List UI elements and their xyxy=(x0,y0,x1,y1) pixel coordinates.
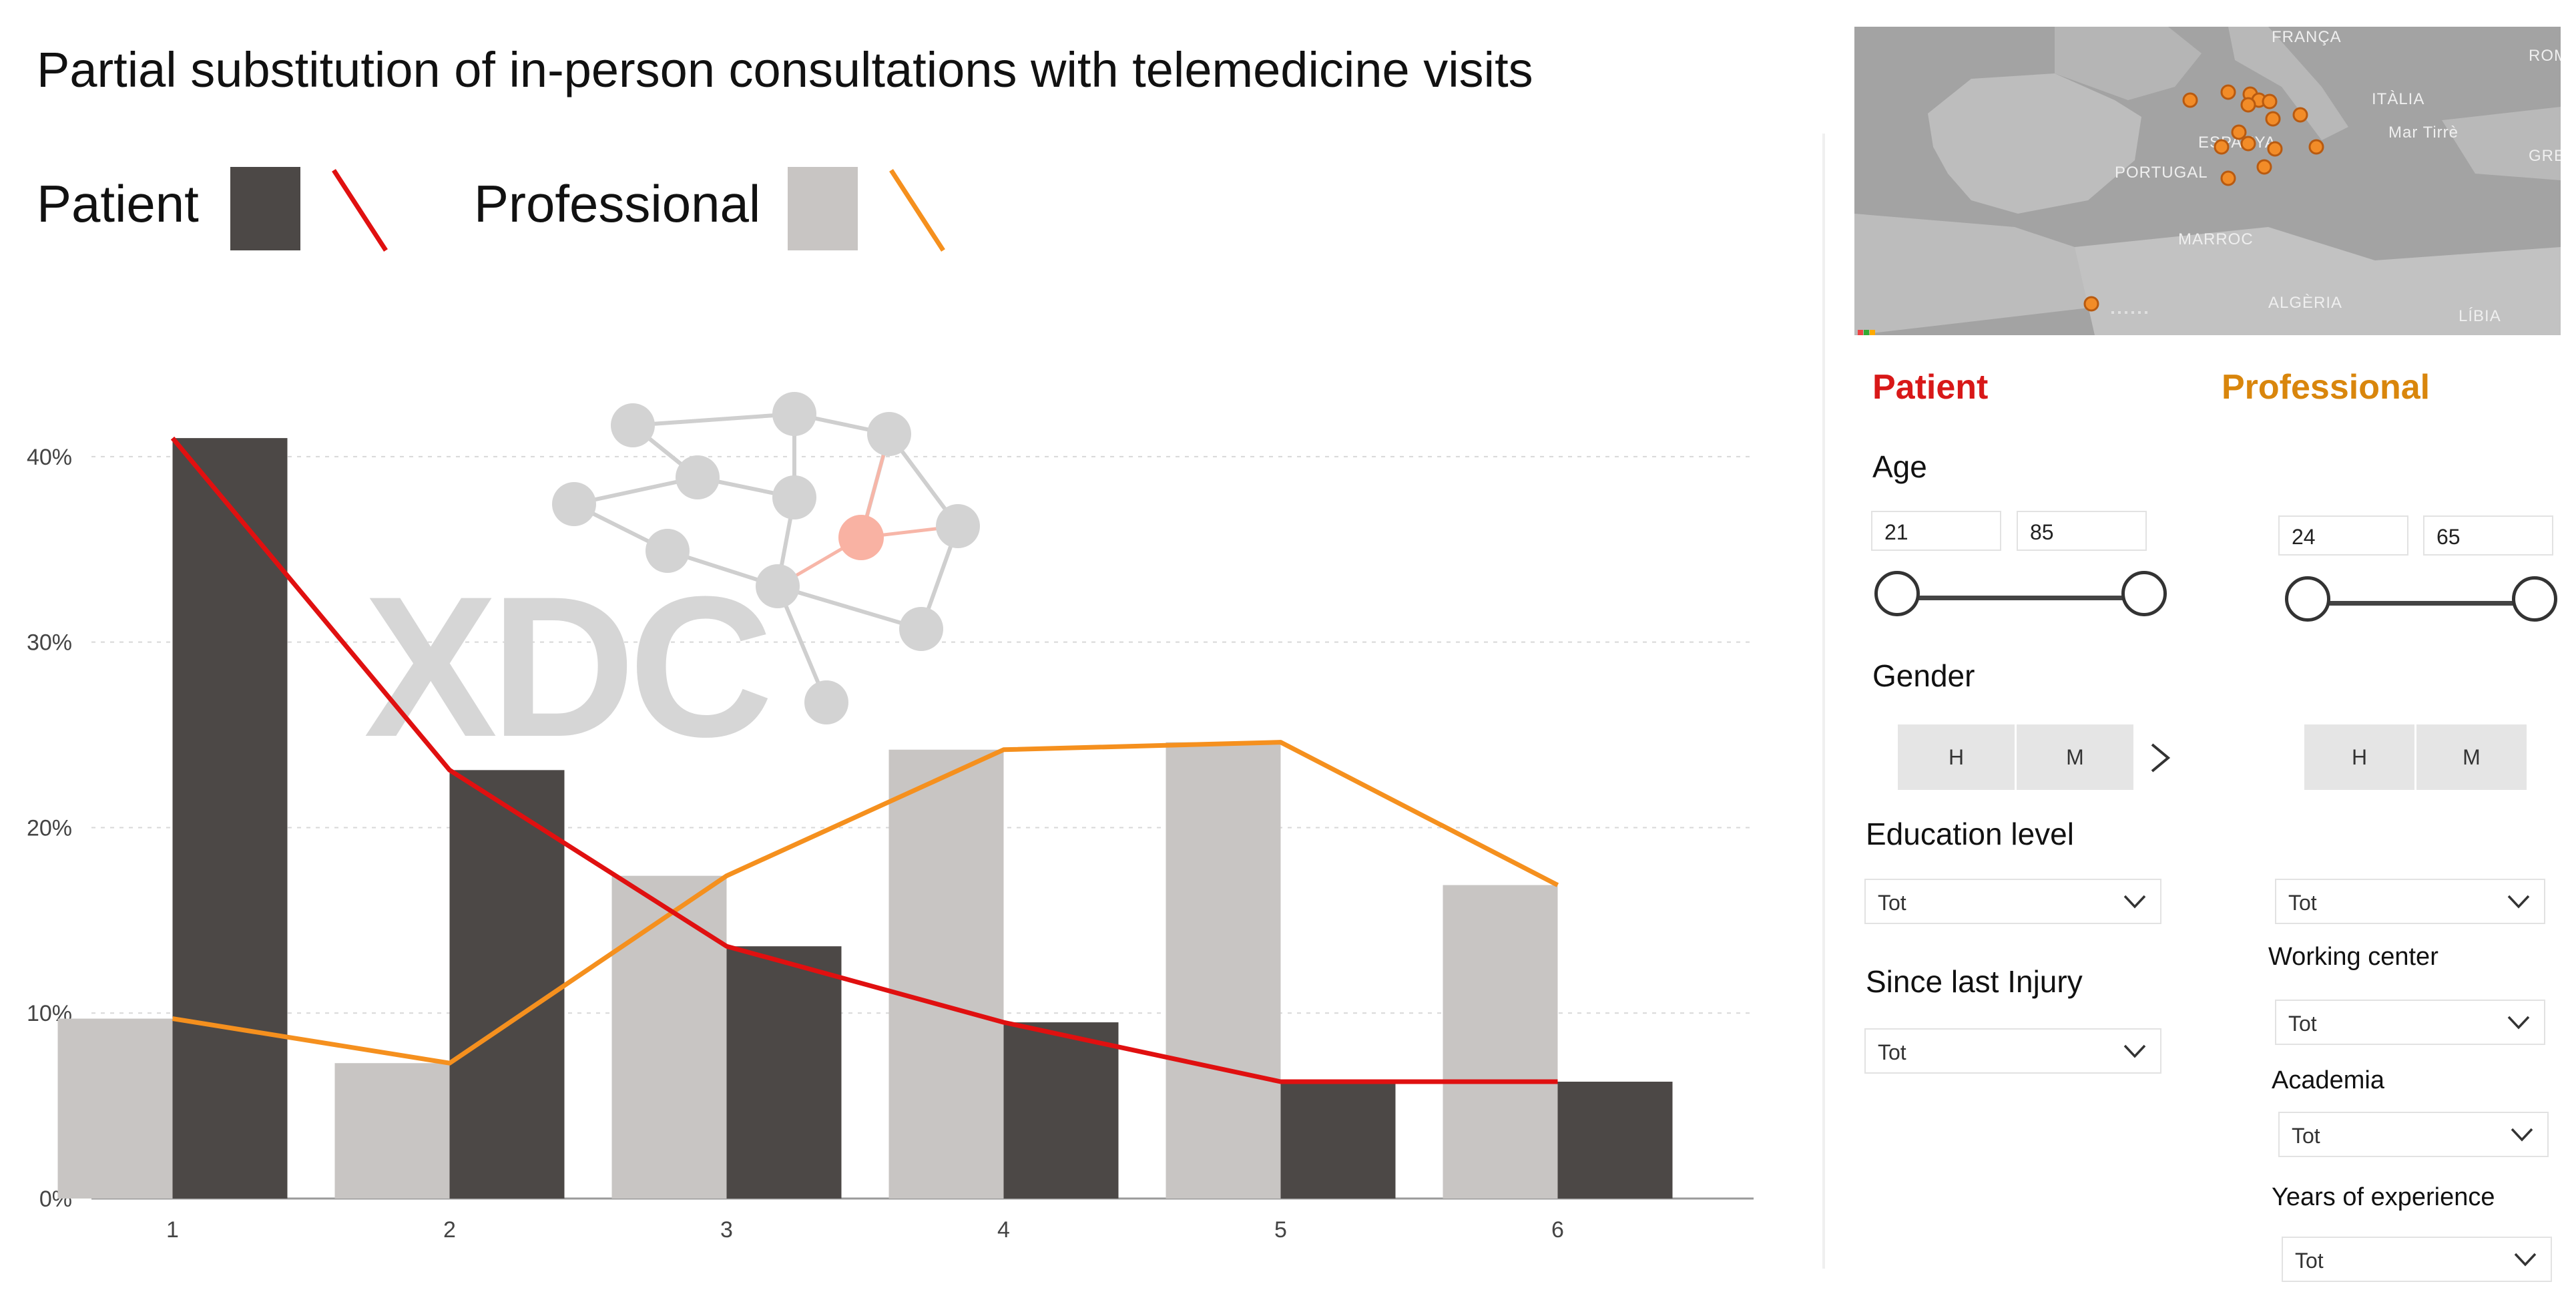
professional-age-slider-min-thumb[interactable] xyxy=(2285,576,2330,622)
professional-working-center-value: Tot xyxy=(2288,1012,2317,1036)
watermark-text: XDC xyxy=(364,554,770,779)
patient-education-label: Education level xyxy=(1866,817,2074,851)
x-tick-label: 6 xyxy=(1551,1217,1564,1243)
chevron-down-icon xyxy=(2507,895,2530,909)
patient-age-max-input[interactable]: 85 xyxy=(2017,511,2147,551)
legend-patient-label: Patient xyxy=(37,174,199,233)
professional-gender-m-button[interactable]: M xyxy=(2416,724,2527,790)
x-tick-label: 5 xyxy=(1274,1217,1287,1243)
legend-professional-line-swatch xyxy=(889,169,945,252)
chevron-down-icon xyxy=(2511,1128,2533,1142)
patient-age-slider-track xyxy=(1897,596,2145,600)
patient-age-label: Age xyxy=(1872,449,1927,484)
legend-patient-bar-swatch xyxy=(230,167,300,250)
professional-academia-value: Tot xyxy=(2292,1124,2320,1148)
x-tick-label: 4 xyxy=(997,1217,1010,1243)
patient-age-slider[interactable] xyxy=(1874,571,2168,624)
chevron-down-icon xyxy=(2507,1016,2530,1030)
patient-age-slider-max-thumb[interactable] xyxy=(2121,571,2167,616)
map-label: ITÀLIA xyxy=(2372,90,2425,108)
professional-academia-dropdown[interactable]: Tot xyxy=(2278,1112,2549,1157)
professional-experience-label: Years of experience xyxy=(2272,1183,2495,1211)
page-title: Partial substitution of in-person consul… xyxy=(37,42,1533,97)
professional-age-min-input[interactable]: 24 xyxy=(2278,515,2408,556)
patient-bar xyxy=(1557,1082,1673,1199)
chart-legend: Patient Professional xyxy=(37,167,971,254)
patient-bar xyxy=(449,770,565,1199)
patient-gender-label: Gender xyxy=(1872,658,1975,693)
patient-gender-h-button[interactable]: H xyxy=(1898,724,2015,790)
patient-education-dropdown[interactable]: Tot xyxy=(1864,879,2161,924)
chevron-right-icon[interactable] xyxy=(2147,741,2173,775)
chevron-down-icon xyxy=(2123,1044,2146,1058)
professional-age-slider-max-thumb[interactable] xyxy=(2512,576,2557,622)
map-label: MARROC xyxy=(2178,230,2254,248)
professional-line xyxy=(172,740,1559,1066)
professional-working-center-label: Working center xyxy=(2268,943,2438,971)
map-markers xyxy=(1858,84,2324,335)
y-tick-label: 30% xyxy=(27,630,72,656)
patient-filters-title: Patient xyxy=(1872,368,1989,407)
professional-working-center-dropdown[interactable]: Tot xyxy=(2275,1000,2545,1045)
map-label: GRECI xyxy=(2529,147,2561,165)
patient-bar xyxy=(172,438,288,1199)
patient-bar xyxy=(1003,1022,1119,1199)
professional-bar xyxy=(334,1063,450,1199)
map-shapes xyxy=(1854,27,2561,335)
y-tick-label: 40% xyxy=(27,445,72,470)
patient-age-min-input[interactable]: 21 xyxy=(1871,511,2001,551)
map-label: ALGÈRIA xyxy=(2268,294,2343,312)
map-label: PORTUGAL xyxy=(2115,164,2208,182)
location-map[interactable]: FRANÇA ITÀLIA ROM ESPANYA PORTUGAL Mar T… xyxy=(1854,27,2561,335)
professional-bar xyxy=(1166,742,1281,1199)
professional-bar xyxy=(1443,885,1558,1199)
professional-education-value: Tot xyxy=(2288,891,2317,915)
patient-injury-value: Tot xyxy=(1878,1040,1906,1064)
patient-bar xyxy=(726,946,842,1199)
xdc-watermark: XDC xyxy=(364,392,980,779)
map-label: ROM xyxy=(2529,47,2561,65)
map-label: Mar Tirrè xyxy=(2388,124,2459,142)
chevron-down-icon xyxy=(2514,1253,2537,1267)
map-label: LÍBIA xyxy=(2459,307,2501,325)
patient-age-slider-min-thumb[interactable] xyxy=(1874,571,1920,616)
patient-bar xyxy=(1280,1082,1396,1199)
x-tick-label: 1 xyxy=(166,1217,179,1243)
patient-education-value: Tot xyxy=(1878,891,1906,915)
professional-bar xyxy=(57,1018,173,1199)
professional-gender-h-button[interactable]: H xyxy=(2304,724,2414,790)
patient-injury-dropdown[interactable]: Tot xyxy=(1864,1028,2161,1074)
professional-bar xyxy=(611,875,727,1199)
legend-patient-line-swatch xyxy=(332,169,388,252)
chevron-down-icon xyxy=(2123,895,2146,909)
professional-experience-value: Tot xyxy=(2295,1249,2324,1273)
professional-education-dropdown[interactable]: Tot xyxy=(2275,879,2545,924)
legend-professional-label: Professional xyxy=(474,174,761,233)
professional-age-slider-track xyxy=(2308,601,2536,606)
y-tick-label: 20% xyxy=(27,815,72,841)
professional-experience-dropdown[interactable]: Tot xyxy=(2282,1237,2552,1282)
patient-gender-m-button[interactable]: M xyxy=(2017,724,2133,790)
professional-age-max-input[interactable]: 65 xyxy=(2423,515,2553,556)
professional-bar xyxy=(888,749,1004,1199)
x-tick-label: 2 xyxy=(443,1217,456,1243)
patient-line xyxy=(170,436,1558,1084)
professional-academia-label: Academia xyxy=(2272,1066,2384,1094)
professional-filters-title: Professional xyxy=(2222,368,2430,407)
panel-divider xyxy=(1822,134,1825,1269)
patient-injury-label: Since last Injury xyxy=(1866,964,2083,999)
legend-professional-bar-swatch xyxy=(788,167,858,250)
professional-age-slider[interactable] xyxy=(2285,576,2559,630)
map-label: FRANÇA xyxy=(2272,28,2342,46)
x-tick-label: 3 xyxy=(720,1217,733,1243)
